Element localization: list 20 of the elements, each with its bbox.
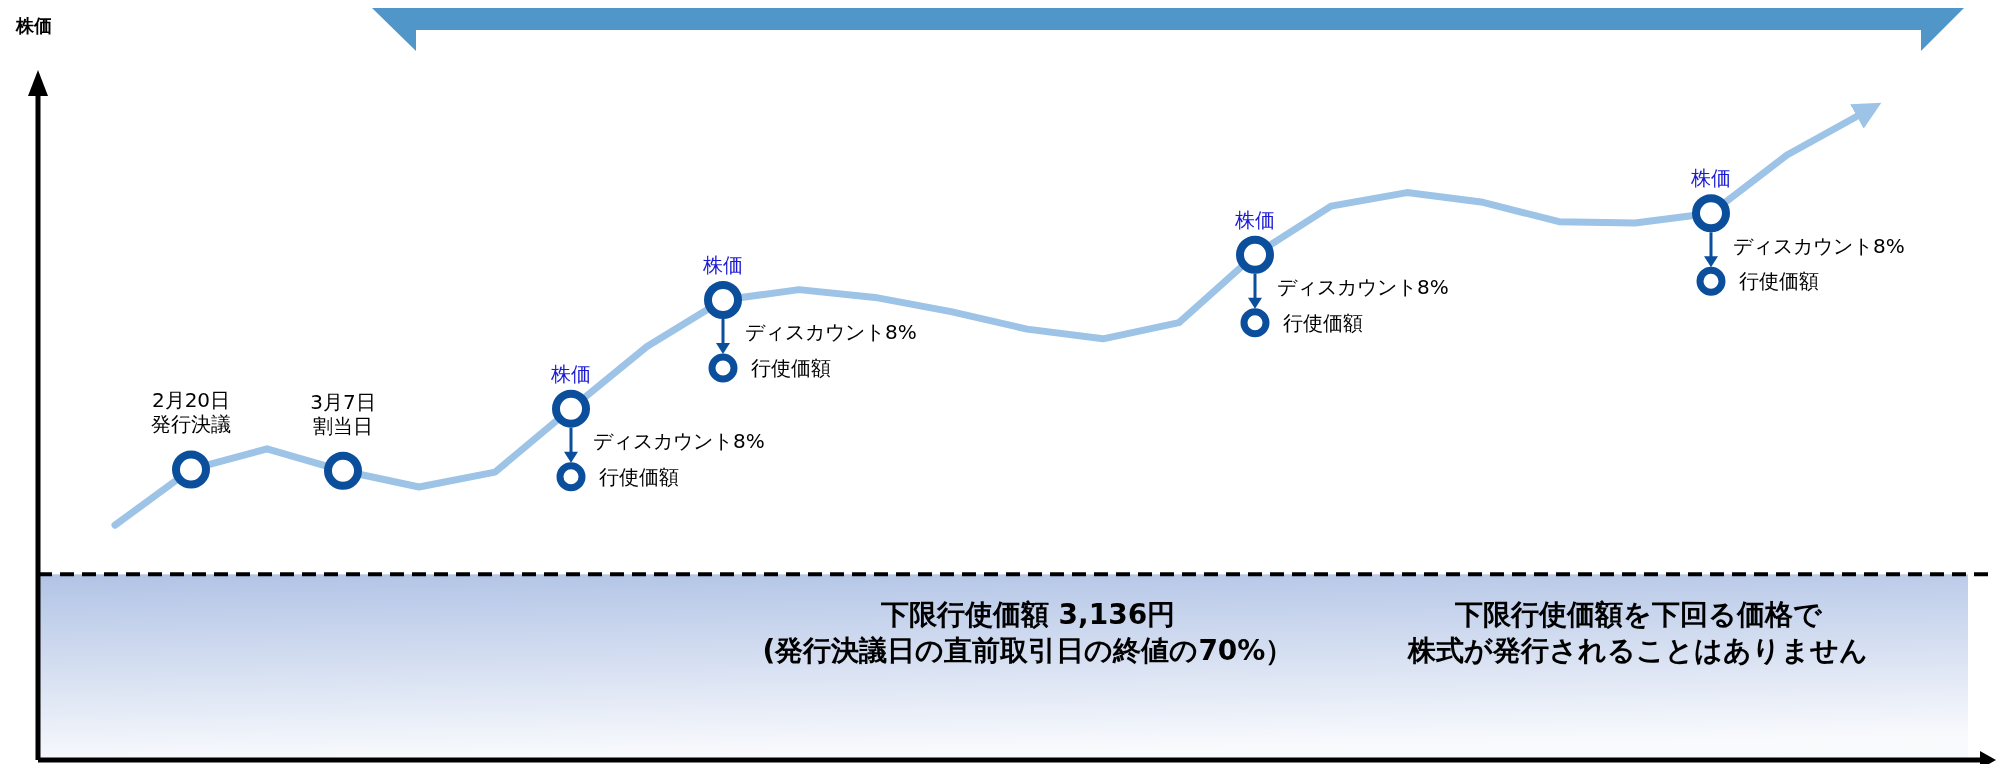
annotation: 割当日 [313,413,373,438]
annotation: 行使価額 [1739,269,1819,294]
annotation: 行使価額 [599,464,679,489]
annotation: ディスカウント8% [1733,233,1905,258]
annotation: 行使価額 [1283,310,1363,335]
band-label: 下限行使価額 3,136円 (発行決議日の直前取引日の終値の70%） [762,598,1294,668]
annotation: 株価 [1234,207,1275,232]
annotation: 株式が発行されることはありません [1407,634,1868,668]
annotation: ディスカウント8% [745,320,917,345]
annotation: 行使価額 [751,355,831,380]
annotation: ディスカウント8% [593,429,765,454]
annotation: ディスカウント8% [1277,275,1449,300]
annotation: 株価 [1690,166,1731,191]
annotation: 3月7日 [310,389,376,414]
annotation: 株価 [550,361,591,386]
annotation: 下限行使価額を下回る価格で [1453,598,1823,632]
annotation: 2月20日 [151,388,231,413]
y-axis-title: 株価 [15,15,52,36]
annotation: 株価 [702,252,743,277]
annotation: 発行決議 [151,412,231,437]
